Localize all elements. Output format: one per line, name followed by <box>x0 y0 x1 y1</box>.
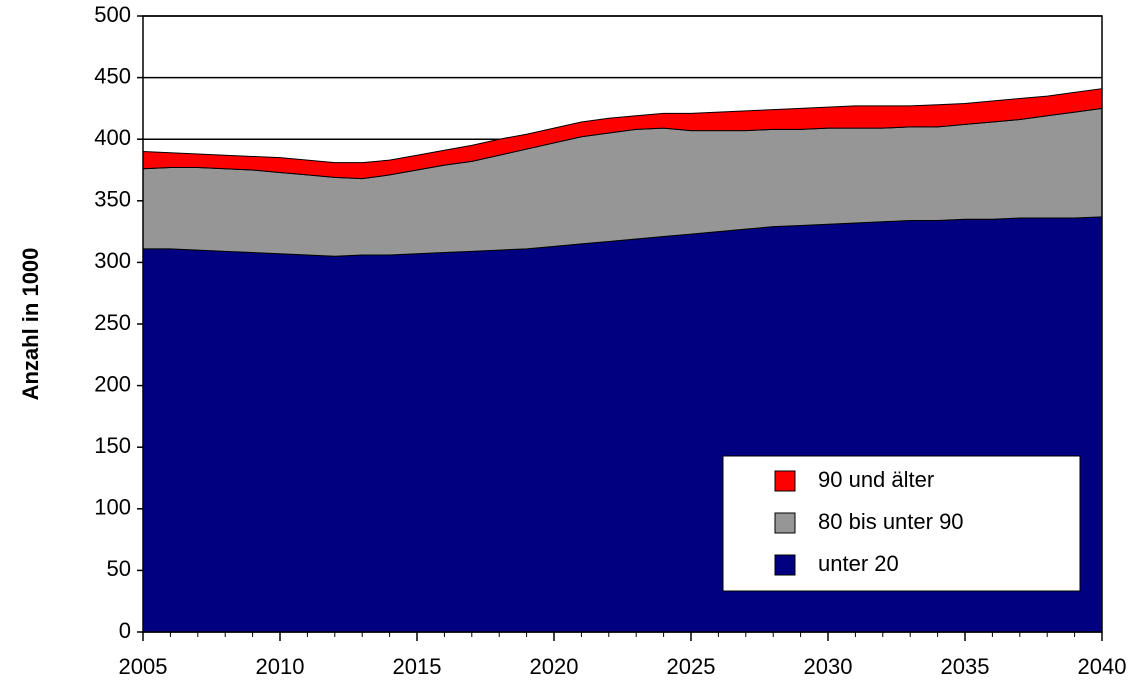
y-tick-label: 0 <box>119 618 131 643</box>
x-tick-label: 2040 <box>1078 654 1127 679</box>
x-tick-label: 2030 <box>804 654 853 679</box>
y-tick-label: 200 <box>94 371 131 396</box>
x-tick-label: 2025 <box>667 654 716 679</box>
legend-swatch <box>774 554 796 576</box>
y-tick-label: 100 <box>94 495 131 520</box>
legend-swatch <box>774 512 796 534</box>
x-tick-label: 2035 <box>941 654 990 679</box>
y-tick-label: 300 <box>94 248 131 273</box>
x-tick-label: 2020 <box>530 654 579 679</box>
y-tick-label: 500 <box>94 2 131 27</box>
y-tick-label: 450 <box>94 63 131 88</box>
x-tick-label: 2015 <box>393 654 442 679</box>
y-tick-label: 150 <box>94 433 131 458</box>
y-tick-label: 400 <box>94 125 131 150</box>
y-axis-label: Anzahl in 1000 <box>18 248 43 401</box>
x-tick-label: 2005 <box>119 654 168 679</box>
legend-swatch <box>774 470 796 492</box>
legend-label: unter 20 <box>818 551 899 576</box>
y-tick-label: 250 <box>94 310 131 335</box>
legend-label: 90 und älter <box>818 467 934 492</box>
y-tick-label: 350 <box>94 187 131 212</box>
legend-label: 80 bis unter 90 <box>818 509 964 534</box>
x-tick-label: 2010 <box>256 654 305 679</box>
y-tick-label: 50 <box>107 556 131 581</box>
